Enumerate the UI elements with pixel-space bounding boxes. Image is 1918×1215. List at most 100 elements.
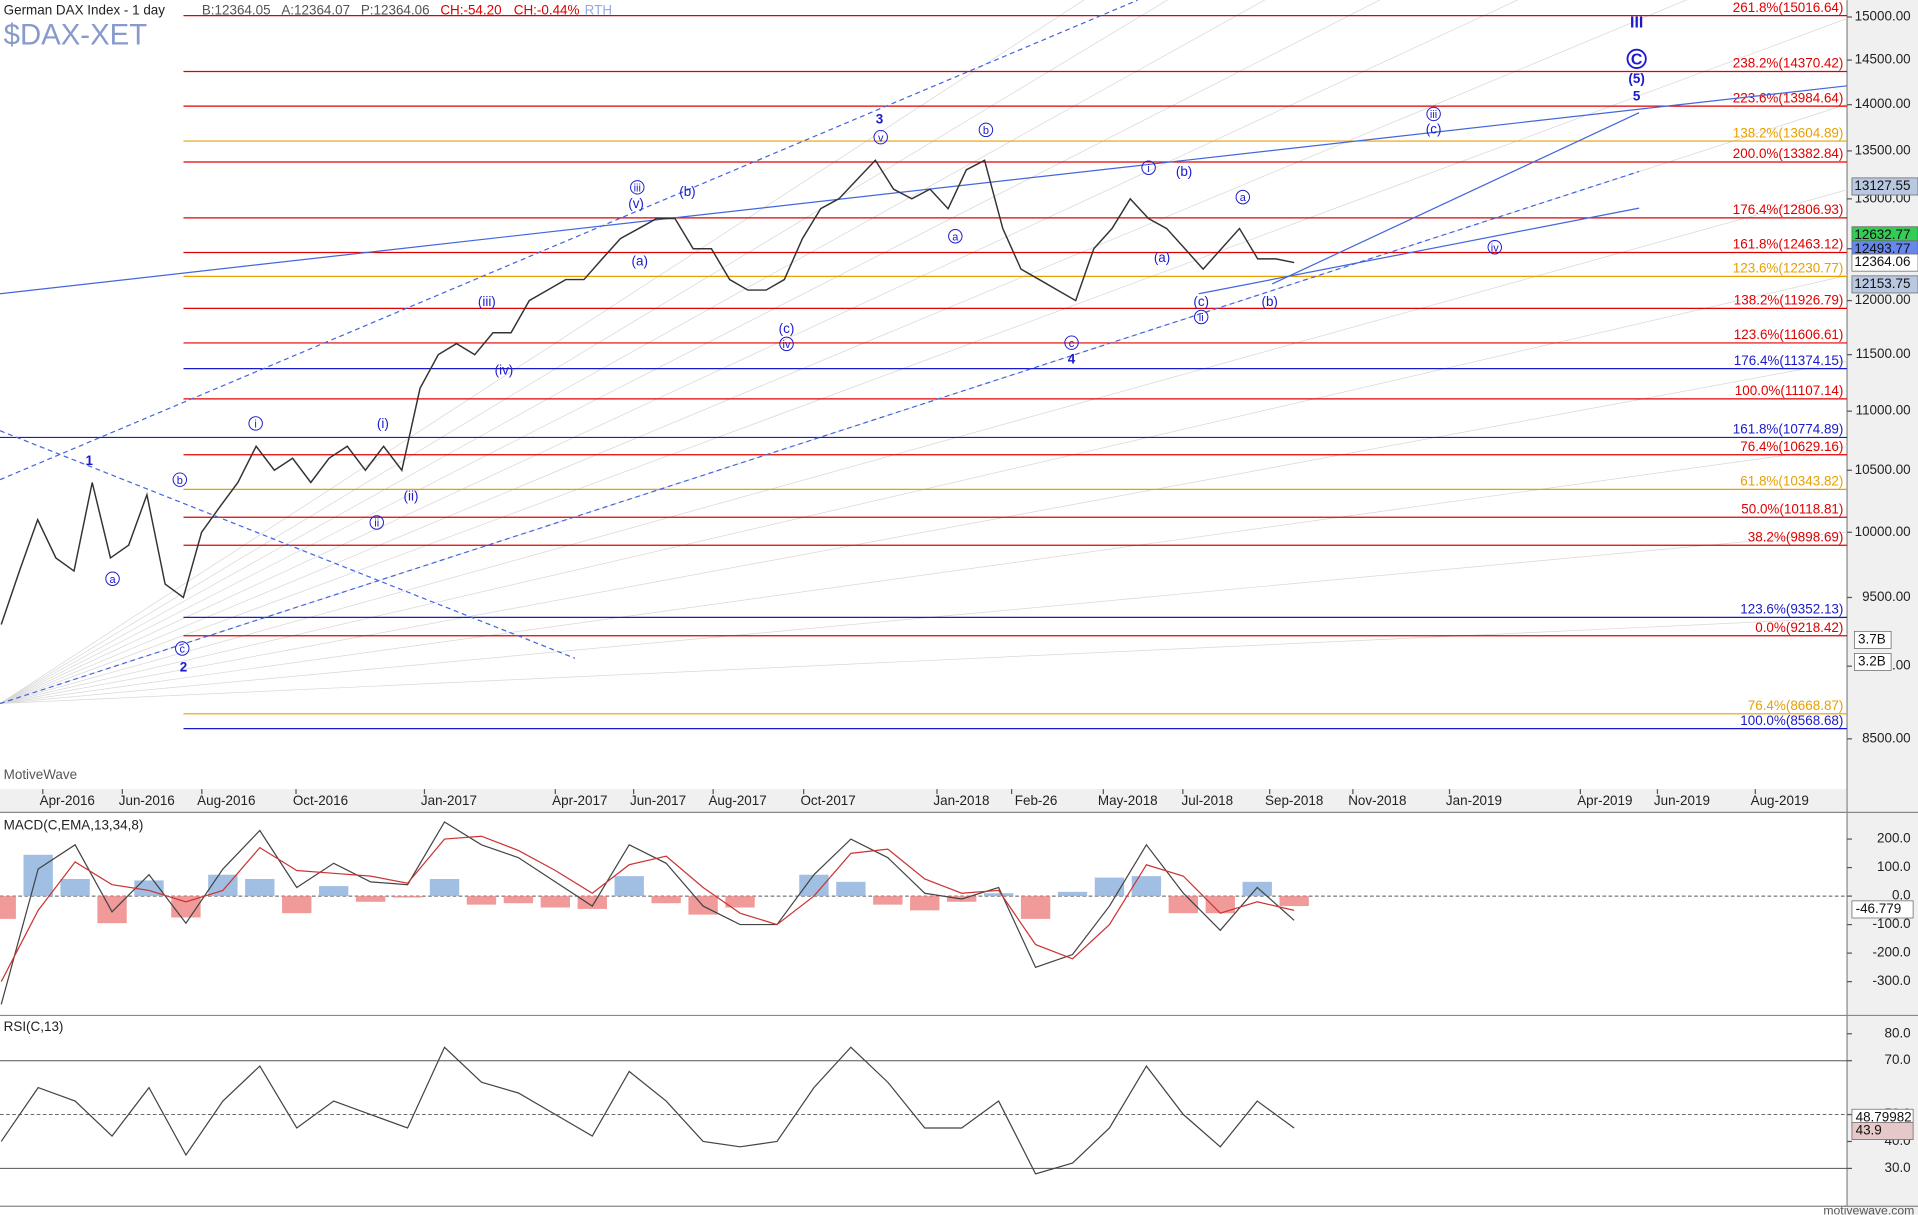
volume-marker [1854,653,1892,671]
histogram-bar [873,896,903,905]
level-label: 100.0%(11107.14) [1735,383,1844,398]
trend-line [0,430,576,659]
wave-label: i [1147,163,1149,175]
right-axis-area [1847,0,1918,1215]
wave-label: ii [374,518,379,530]
wave-circle [1141,160,1156,175]
level-label: 261.8%(15016.64) [1733,0,1844,15]
macd-line [0,821,1295,1005]
y-tick-label: 0.0 [1892,888,1911,903]
level-label: 38.2%(9898.69) [1748,529,1844,544]
trend-line [1198,207,1640,295]
wave-label: (ii) [404,488,419,503]
wave-label: c [180,644,186,656]
value-marker [1851,1122,1914,1140]
y-tick-label: 12000.00 [1855,292,1911,307]
wave-circle [779,336,794,352]
fan-line [0,0,1519,704]
histogram-bar [503,896,534,904]
level-label: 176.4%(12806.93) [1733,202,1844,217]
wave-label: iii [634,182,641,194]
histogram-bar [1168,896,1199,914]
x-tick-label: Jun-2016 [119,793,175,808]
wave-circle [873,129,888,145]
level-label: 123.6%(12230.77) [1733,261,1844,276]
wave-label: ii [1199,312,1204,324]
price-marker [1851,275,1918,294]
quote-field: B:12364.05 [202,3,271,18]
price-marker [1851,253,1918,272]
level-label: 138.2%(13604.89) [1733,125,1844,140]
y-tick-label: -200.0 [1873,945,1911,960]
price-marker-label: 12364.06 [1854,254,1910,269]
chart-title: German DAX Index - 1 day [4,3,166,18]
level-label: 0.0%(9218.42) [1755,620,1843,635]
fan-line [0,0,1085,704]
level-label: 238.2%(14370.42) [1733,56,1844,71]
level-label: 200.0%(13382.84) [1733,146,1844,161]
wave-label: (a) [632,253,648,268]
wave-label: 4 [1068,351,1076,366]
histogram-bar [1279,896,1309,907]
level-label: 123.6%(11606.61) [1734,327,1844,342]
y-tick-label: 200.0 [1877,831,1911,846]
x-tick-label: Aug-2016 [197,793,255,808]
wave-label: (b) [1176,164,1192,179]
x-tick-label: Feb-26 [1015,793,1058,808]
x-tick-label: Aug-2017 [708,793,766,808]
wave-label: (b) [679,184,695,199]
level-label: 138.2%(11926.79) [1734,293,1844,308]
quote-field: A:12364.07 [281,3,350,18]
wave-label: (c) [1193,294,1209,309]
wave-circle [1064,335,1079,350]
rsi-line [0,1046,1295,1175]
histogram-bar [60,878,90,897]
histogram-bar [1205,896,1235,914]
level-label: 161.8%(10774.89) [1733,422,1844,437]
rsi-title: RSI(C,13) [4,1019,64,1034]
volume-marker [1854,630,1892,649]
level-label: 161.8%(12463.12) [1733,237,1844,252]
wave-circle [948,229,963,244]
histogram-bar [171,896,201,918]
volume-label: 3.7B [1858,631,1886,646]
histogram-bar [910,896,940,911]
x-tick-label: May-2018 [1098,793,1158,808]
y-tick-label: 70.0 [1885,1052,1911,1067]
level-label: 76.4%(10629.16) [1740,439,1843,454]
wave-circle [105,571,120,586]
y-tick-label: 80.0 [1885,1025,1911,1040]
histogram-bar [0,896,16,919]
wave-label: (a) [1154,250,1170,265]
level-label: 123.6%(9352.13) [1740,602,1843,617]
histogram-bar [392,896,423,898]
y-tick-label: 11500.00 [1856,346,1911,361]
wave-label: 5 [1633,88,1641,103]
histogram-bar [466,896,497,905]
y-tick-label: -100.0 [1873,916,1911,931]
wave-circle [630,180,645,195]
histogram-bar [1131,876,1162,897]
histogram-bar [651,896,681,904]
level-label: 223.6%(13984.64) [1733,90,1844,105]
y-tick-label: 13500.00 [1855,142,1911,157]
level-label: 61.8%(10343.82) [1740,474,1843,489]
histogram-bar [97,896,127,924]
wave-circle [978,122,994,138]
wave-circle [1193,309,1209,325]
y-tick-label: 10500.00 [1855,462,1911,477]
histogram-bar [1020,896,1051,919]
wave-circle [1426,106,1441,122]
wave-label: a [952,231,959,243]
x-tick-label: Oct-2016 [293,793,348,808]
y-tick-label: -300.0 [1873,973,1911,988]
histogram-bar [725,896,755,908]
wave-label: iii [1430,109,1437,121]
wave-circle [1235,189,1251,205]
trend-line [1271,112,1640,285]
price-line [0,159,1295,625]
price-marker-label: 12153.75 [1854,276,1910,291]
value-marker-label: 48.79982 [1856,1109,1912,1124]
histogram-bar [614,876,644,897]
wave-label: (5) [1628,71,1644,86]
